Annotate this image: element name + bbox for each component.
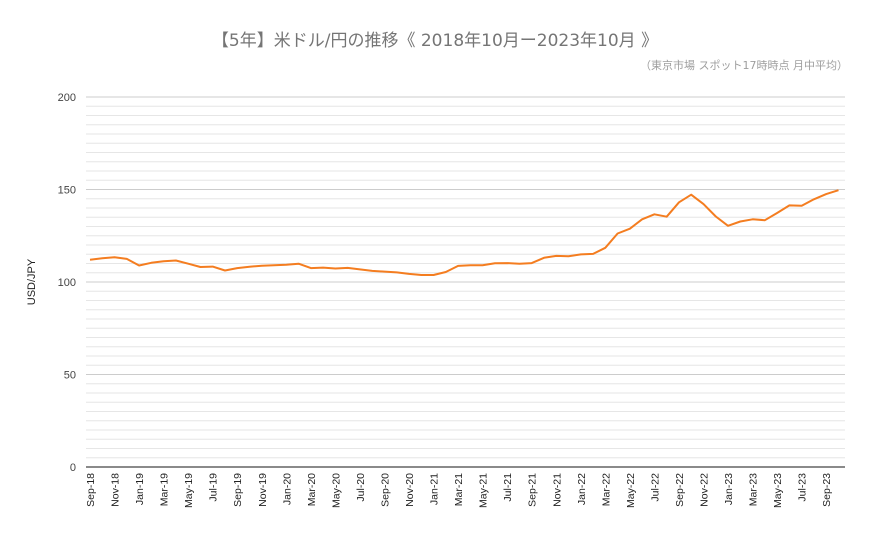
- x-tick-label: Jul-22: [649, 473, 661, 502]
- x-tick-label: Sep-18: [85, 473, 97, 507]
- x-tick-label: Sep-21: [527, 473, 539, 507]
- x-tick-label: Mar-22: [600, 473, 612, 506]
- y-axis-ticks: 0 50 100 150 200: [58, 92, 76, 474]
- x-tick-label: Jan-23: [723, 473, 735, 505]
- x-tick-label: Jul-23: [797, 473, 809, 502]
- x-tick-label: Nov-20: [404, 473, 416, 507]
- gridlines: [86, 96, 845, 468]
- x-tick-label: May-21: [478, 473, 490, 508]
- x-tick-label: Jul-19: [208, 473, 220, 502]
- x-tick-label: Mar-19: [159, 473, 171, 506]
- chart-title: 【5年】米ドル/円の推移《 2018年10月ー2023年10月 》: [211, 31, 659, 51]
- x-tick-label: Jul-21: [502, 473, 514, 502]
- y-tick-label: 0: [70, 462, 76, 474]
- y-tick-label: 200: [58, 92, 76, 104]
- x-axis-ticks: Sep-18 Nov-18 Jan-19 Mar-19 May-19 Jul-19 Sep-…: [85, 473, 833, 508]
- x-tick-label: May-20: [330, 473, 342, 508]
- x-tick-label: May-22: [625, 473, 637, 508]
- y-tick-label: 50: [64, 370, 76, 382]
- x-tick-label: Jan-21: [429, 473, 441, 505]
- x-tick-label: Mar-23: [748, 473, 760, 506]
- x-tick-label: Nov-19: [257, 473, 269, 507]
- x-tick-label: May-19: [183, 473, 195, 508]
- x-tick-label: May-23: [772, 473, 784, 508]
- x-tick-label: Jul-20: [355, 473, 367, 502]
- x-tick-label: Nov-18: [110, 473, 122, 507]
- x-tick-label: Sep-19: [232, 473, 244, 507]
- chart-subtitle: （東京市場 スポット17時時点 月中平均）: [640, 59, 848, 72]
- y-tick-label: 150: [58, 185, 76, 197]
- x-tick-label: Nov-22: [699, 473, 711, 507]
- x-tick-label: Sep-22: [674, 473, 686, 507]
- x-tick-label: Jan-20: [281, 473, 293, 505]
- usd-jpy-line: [89, 189, 839, 276]
- x-tick-label: Sep-20: [379, 473, 391, 507]
- x-tick-label: Jan-22: [576, 473, 588, 505]
- x-tick-label: Mar-21: [453, 473, 465, 506]
- x-tick-label: Jan-19: [134, 473, 146, 505]
- x-tick-label: Nov-21: [551, 473, 563, 507]
- x-tick-label: Mar-20: [306, 473, 318, 506]
- y-tick-label: 100: [58, 277, 76, 289]
- x-tick-label: Sep-23: [821, 473, 833, 507]
